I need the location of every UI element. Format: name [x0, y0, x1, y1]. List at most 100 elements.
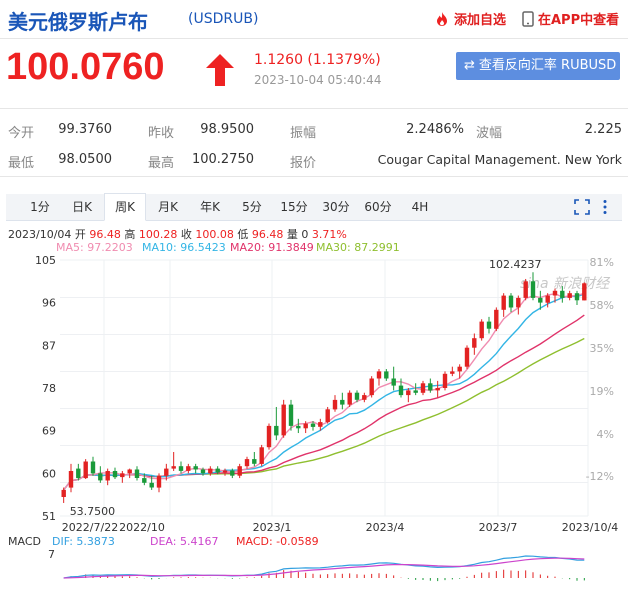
candle-body	[362, 395, 367, 400]
candle-body	[406, 390, 411, 396]
macd-label: MACD	[8, 535, 41, 548]
more-options-icon[interactable]	[602, 199, 608, 219]
candle-body	[369, 378, 374, 396]
candle-body	[252, 459, 257, 464]
y-pct-label: 81%	[590, 256, 614, 269]
candle-body	[274, 425, 279, 436]
candle-body	[567, 293, 572, 298]
app-view-label: 在APP中查看	[538, 13, 620, 28]
candle-body	[479, 321, 484, 339]
tab-30min[interactable]: 30分	[322, 200, 350, 214]
tab-5min[interactable]: 5分	[242, 200, 262, 214]
candle-body	[222, 470, 228, 473]
candle-body	[120, 473, 125, 478]
candle-body	[76, 468, 81, 479]
x-tick-label: 2022/10	[119, 521, 165, 534]
candle-body	[318, 422, 323, 427]
swap-icon: ⇄	[464, 58, 475, 73]
ohlc-high-label: 高	[124, 228, 136, 241]
candle-body	[391, 378, 396, 386]
candle-body	[582, 283, 587, 301]
candle-body	[186, 466, 191, 471]
candle-body	[230, 470, 235, 476]
macd-tick: 7	[48, 550, 55, 561]
candle-body	[215, 468, 220, 473]
candle-body	[200, 469, 206, 474]
candle-body	[442, 373, 448, 388]
ohlc-readout: 2023/10/04 开 96.48 高 100.28 收 100.08 低 9…	[8, 226, 347, 242]
stat-value-prev-close: 98.9500	[200, 122, 254, 137]
divider	[0, 176, 628, 177]
candle-body	[171, 466, 176, 469]
macd-dea-line	[63, 557, 585, 579]
tab-60min[interactable]: 60分	[364, 200, 392, 214]
tab-15min[interactable]: 15分	[280, 200, 308, 214]
add-favorite-button[interactable]: 添加自选	[434, 9, 506, 31]
stat-label-high: 最高	[148, 156, 175, 171]
candle-body	[545, 295, 550, 303]
candle-body	[259, 447, 264, 464]
app-view-button[interactable]: 在APP中查看	[522, 9, 619, 31]
candle-body	[508, 295, 514, 308]
y-tick-label: 105	[35, 254, 56, 267]
x-tick-label: 2023/1	[253, 521, 292, 534]
stat-label-prev-close: 昨收	[148, 126, 175, 141]
candle-body	[310, 423, 316, 427]
candle-body	[156, 475, 162, 488]
price-change: 1.1260 (1.1379%)	[254, 52, 381, 68]
candle-body	[105, 471, 110, 481]
stat-label-open: 今开	[8, 126, 35, 141]
tab-4h[interactable]: 4H	[411, 200, 429, 214]
candle-body	[472, 338, 477, 348]
y-pct-label: -12%	[586, 470, 614, 483]
candle-body	[384, 371, 389, 379]
candle-body	[450, 371, 455, 374]
header: 美元俄罗斯卢布 (USDRUB) 添加自选 在APP中查看	[0, 0, 628, 38]
y-pct-label: 19%	[590, 385, 614, 398]
stat-label-amplitude: 振幅	[290, 126, 317, 141]
tab-daily[interactable]: 日K	[72, 200, 92, 214]
candle-body	[523, 281, 528, 298]
tab-monthly[interactable]: 月K	[158, 200, 178, 214]
candle-body	[61, 489, 66, 497]
macd-dea: DEA: 5.4167	[150, 535, 219, 548]
y-tick-label: 51	[42, 510, 56, 523]
x-tick-label: 2023/7	[479, 521, 518, 534]
candlestick-chart[interactable]: sina 新浪财经 105 96 87 78 69 60 51 81% 58% 35% 19% 4%…	[0, 254, 628, 534]
macd-chart: 7	[48, 550, 585, 582]
symbol-code: (USDRUB)	[188, 11, 259, 27]
fire-icon	[434, 11, 450, 31]
candle-body	[464, 347, 470, 367]
candle-body	[413, 390, 418, 393]
candle-body	[501, 295, 506, 310]
current-price: 100.0760	[6, 46, 165, 88]
y-pct-label: 58%	[590, 299, 614, 312]
stat-value-range: 2.225	[584, 122, 622, 137]
candle-body	[354, 392, 360, 400]
fullscreen-icon[interactable]	[574, 199, 590, 219]
ma20-legend: MA20: 91.3849	[230, 241, 314, 254]
ma10-legend: MA10: 96.5423	[142, 241, 226, 254]
candle-body	[288, 404, 294, 426]
candle-body	[340, 399, 345, 405]
reverse-rate-button[interactable]: ⇄ 查看反向汇率 RUBUSD	[456, 52, 620, 80]
candle-body	[530, 281, 536, 298]
y-pct-label: 4%	[597, 428, 614, 441]
ma30-line	[63, 337, 585, 491]
candle-body	[112, 471, 118, 478]
candle-body	[127, 469, 132, 474]
tab-1min[interactable]: 1分	[30, 200, 50, 214]
y-tick-label: 60	[42, 467, 56, 480]
stat-value-amplitude: 2.2486%	[406, 122, 464, 137]
candle-body	[68, 471, 74, 488]
stat-value-open: 99.3760	[58, 122, 112, 137]
tab-yearly[interactable]: 年K	[200, 200, 220, 214]
candle-body	[134, 469, 140, 478]
candle-body	[303, 423, 308, 429]
ma10-line	[63, 293, 585, 491]
candle-body	[208, 468, 213, 474]
candle-body	[516, 297, 521, 308]
tab-weekly[interactable]: 周K	[104, 193, 146, 221]
period-tabs: 1分 日K 周K 月K 年K 5分 15分 30分 60分 4H	[6, 193, 622, 221]
ohlc-low: 96.48	[251, 228, 284, 241]
